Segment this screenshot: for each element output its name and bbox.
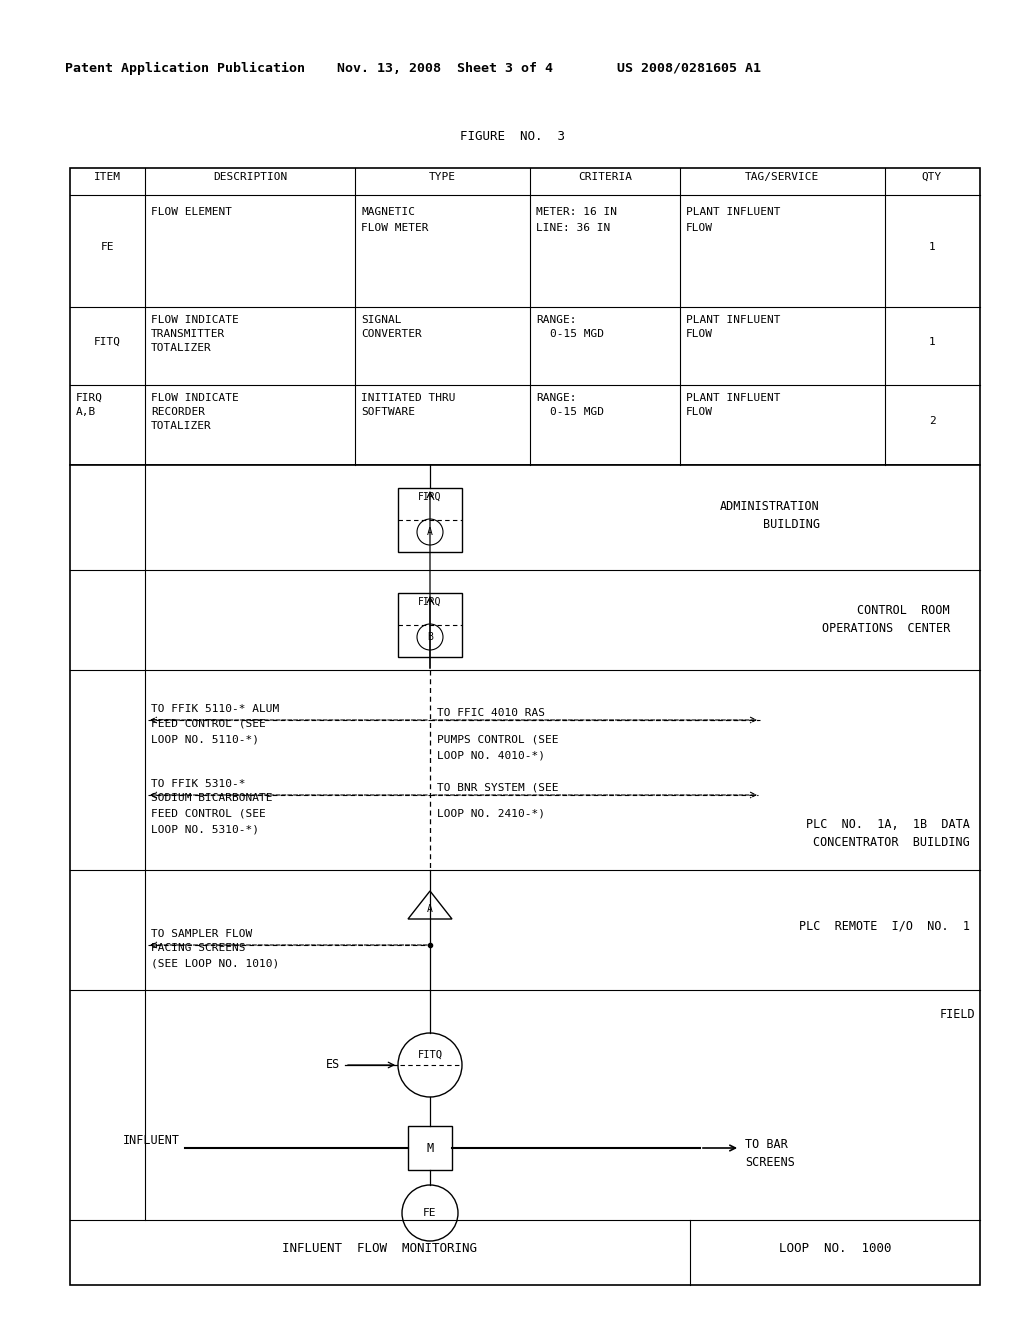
Text: FEED CONTROL (SEE: FEED CONTROL (SEE (151, 809, 266, 818)
Text: LOOP NO. 4010-*): LOOP NO. 4010-*) (437, 750, 545, 760)
Text: CONTROL  ROOM: CONTROL ROOM (857, 603, 950, 616)
Text: LOOP NO. 5110-*): LOOP NO. 5110-*) (151, 734, 259, 744)
Text: INFLUENT: INFLUENT (123, 1134, 180, 1147)
Text: FIRQ: FIRQ (76, 393, 103, 403)
Text: B: B (427, 632, 433, 642)
Text: RECORDER: RECORDER (151, 407, 205, 417)
Text: SIGNAL: SIGNAL (361, 315, 401, 325)
Circle shape (417, 624, 443, 649)
Text: M: M (426, 1142, 433, 1155)
Text: RANGE:: RANGE: (536, 393, 577, 403)
Bar (398, 593, 462, 657)
Text: TRANSMITTER: TRANSMITTER (151, 329, 225, 339)
Text: TO SAMPLER FLOW: TO SAMPLER FLOW (151, 929, 252, 939)
Text: CONCENTRATOR  BUILDING: CONCENTRATOR BUILDING (813, 837, 970, 850)
Text: 1: 1 (929, 242, 935, 252)
Text: RANGE:: RANGE: (536, 315, 577, 325)
Text: PLANT INFLUENT: PLANT INFLUENT (686, 393, 780, 403)
Text: (SEE LOOP NO. 1010): (SEE LOOP NO. 1010) (151, 960, 280, 969)
Text: PLC  REMOTE  I/O  NO.  1: PLC REMOTE I/O NO. 1 (799, 920, 970, 932)
Text: LOOP NO. 5310-*): LOOP NO. 5310-*) (151, 825, 259, 836)
Text: INITIATED THRU: INITIATED THRU (361, 393, 456, 403)
Text: A: A (427, 527, 433, 537)
Text: LOOP  NO.  1000: LOOP NO. 1000 (778, 1242, 891, 1254)
Text: CRITERIA: CRITERIA (578, 172, 632, 182)
Text: 0-15 MGD: 0-15 MGD (550, 407, 604, 417)
Circle shape (402, 1185, 458, 1241)
Text: A: A (427, 904, 433, 913)
Text: PLC  NO.  1A,  1B  DATA: PLC NO. 1A, 1B DATA (806, 818, 970, 832)
Text: ES: ES (326, 1059, 340, 1072)
Text: FIRQ: FIRQ (418, 597, 441, 607)
Text: TOTALIZER: TOTALIZER (151, 421, 212, 432)
Text: FLOW INDICATE: FLOW INDICATE (151, 393, 239, 403)
Text: DESCRIPTION: DESCRIPTION (213, 172, 287, 182)
Text: TO FFIK 5310-*: TO FFIK 5310-* (151, 779, 246, 789)
Text: TO FFIK 5110-* ALUM: TO FFIK 5110-* ALUM (151, 704, 280, 714)
Text: TYPE: TYPE (428, 172, 456, 182)
Text: FLOW METER: FLOW METER (361, 223, 428, 234)
Text: Patent Application Publication    Nov. 13, 2008  Sheet 3 of 4        US 2008/028: Patent Application Publication Nov. 13, … (65, 62, 761, 75)
Text: TO BAR: TO BAR (745, 1138, 787, 1151)
Text: TAG/SERVICE: TAG/SERVICE (744, 172, 819, 182)
Text: ADMINISTRATION: ADMINISTRATION (720, 500, 820, 513)
Text: PLANT INFLUENT: PLANT INFLUENT (686, 315, 780, 325)
Text: FLOW: FLOW (686, 223, 713, 234)
Text: TO BNR SYSTEM (SEE: TO BNR SYSTEM (SEE (437, 783, 558, 793)
Text: OPERATIONS  CENTER: OPERATIONS CENTER (821, 622, 950, 635)
Text: PLANT INFLUENT: PLANT INFLUENT (686, 207, 780, 216)
Text: FE: FE (100, 242, 114, 252)
Text: A,B: A,B (76, 407, 96, 417)
Text: METER: 16 IN: METER: 16 IN (536, 207, 617, 216)
Text: FITQ: FITQ (93, 337, 121, 347)
Bar (408, 1126, 452, 1170)
Text: CONVERTER: CONVERTER (361, 329, 422, 339)
Text: FIGURE  NO.  3: FIGURE NO. 3 (460, 129, 564, 143)
Text: FLOW: FLOW (686, 407, 713, 417)
Text: SCREENS: SCREENS (745, 1156, 795, 1170)
Text: FLOW ELEMENT: FLOW ELEMENT (151, 207, 232, 216)
Text: QTY: QTY (922, 172, 942, 182)
Text: SODIUM BICARBONATE: SODIUM BICARBONATE (151, 793, 272, 803)
Text: 1: 1 (929, 337, 935, 347)
Text: ITEM: ITEM (93, 172, 121, 182)
Text: TOTALIZER: TOTALIZER (151, 343, 212, 352)
Text: BUILDING: BUILDING (763, 519, 820, 532)
Bar (70, 168, 980, 465)
Text: SOFTWARE: SOFTWARE (361, 407, 415, 417)
Text: INFLUENT  FLOW  MONITORING: INFLUENT FLOW MONITORING (283, 1242, 477, 1254)
Text: LOOP NO. 2410-*): LOOP NO. 2410-*) (437, 809, 545, 818)
Text: TO FFIC 4010 RAS: TO FFIC 4010 RAS (437, 708, 545, 718)
Text: FITQ: FITQ (418, 1049, 442, 1060)
Text: PACING SCREENS: PACING SCREENS (151, 942, 246, 953)
Text: FEED CONTROL (SEE: FEED CONTROL (SEE (151, 718, 266, 729)
Circle shape (398, 1034, 462, 1097)
Bar (398, 488, 462, 552)
Text: FIRQ: FIRQ (418, 492, 441, 502)
Circle shape (417, 519, 443, 545)
Text: FE: FE (423, 1208, 437, 1218)
Text: FIELD: FIELD (939, 1008, 975, 1020)
Text: MAGNETIC: MAGNETIC (361, 207, 415, 216)
Text: 2: 2 (929, 416, 935, 426)
Text: FLOW: FLOW (686, 329, 713, 339)
Text: FLOW INDICATE: FLOW INDICATE (151, 315, 239, 325)
Text: PUMPS CONTROL (SEE: PUMPS CONTROL (SEE (437, 734, 558, 744)
Text: LINE: 36 IN: LINE: 36 IN (536, 223, 610, 234)
Bar (70, 465, 980, 1284)
Text: 0-15 MGD: 0-15 MGD (550, 329, 604, 339)
